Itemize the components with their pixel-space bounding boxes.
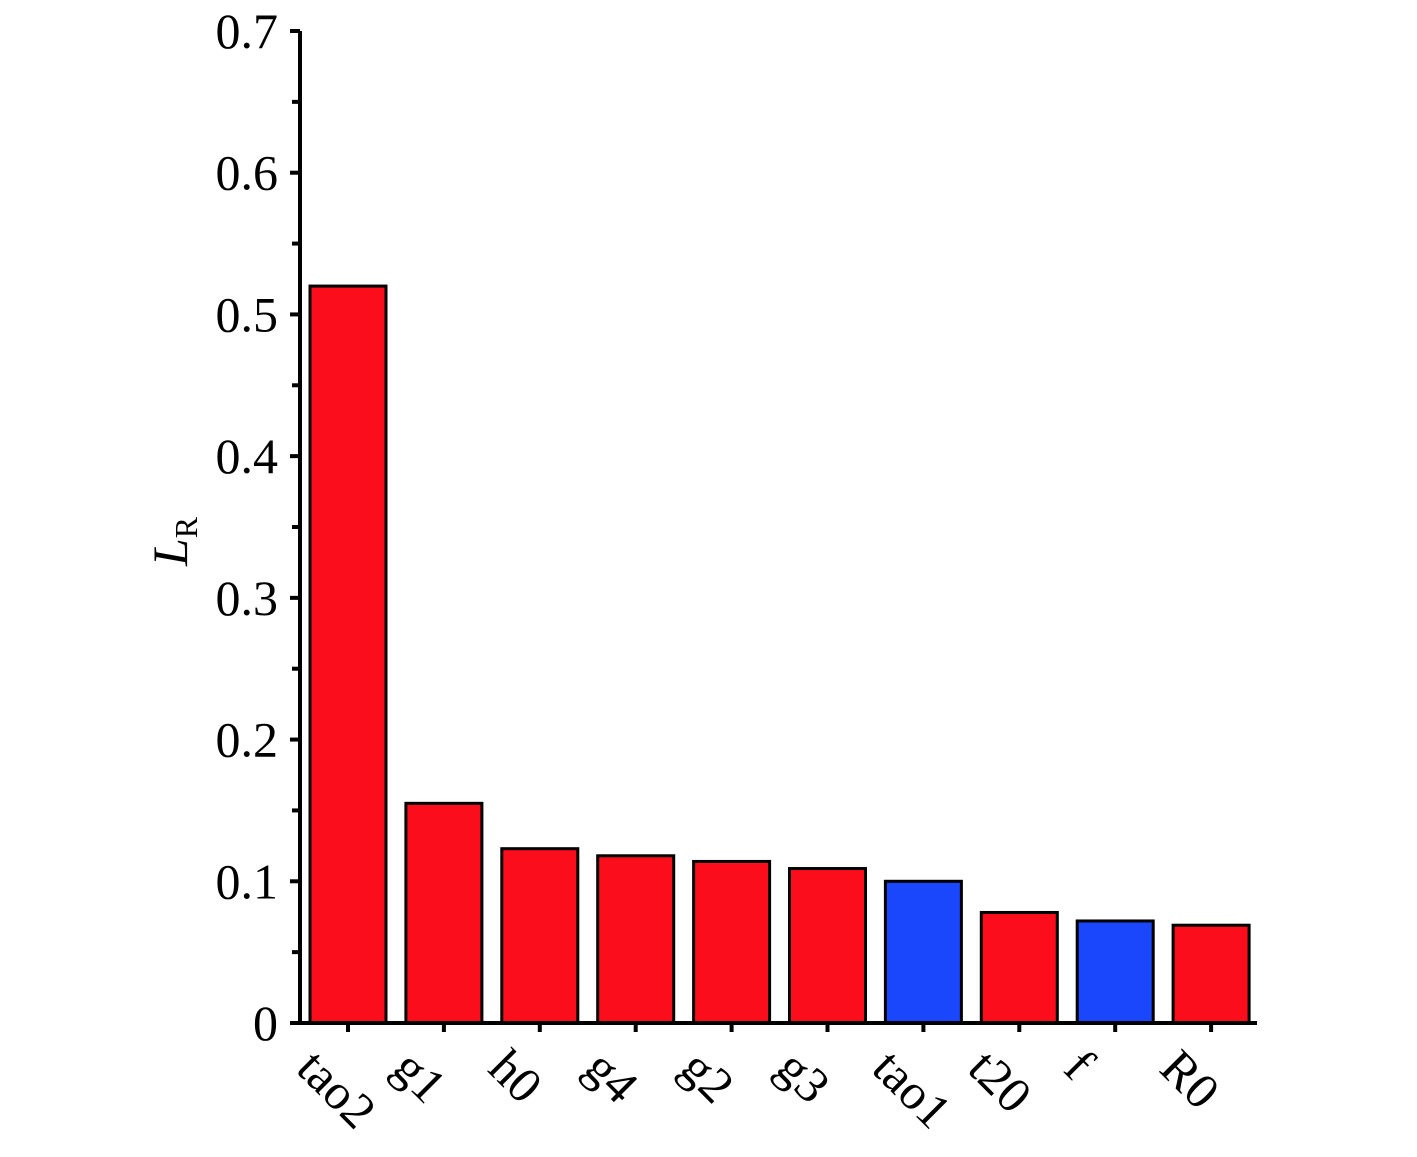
y-tick-label: 0.6 — [216, 145, 279, 201]
y-tick-label: 0.5 — [216, 286, 279, 342]
bar-g3 — [788, 867, 867, 1025]
y-axis-label-main: L — [142, 538, 198, 567]
x-tick-label-g1: g1 — [383, 1039, 458, 1114]
y-tick-label: 0.7 — [216, 3, 279, 59]
x-tick-label-f: f — [1054, 1039, 1106, 1091]
y-tick-label: 0.4 — [216, 428, 279, 484]
bar-t20 — [979, 910, 1059, 1025]
y-tick-label: 0.3 — [216, 570, 279, 626]
y-axis-ticks: 0 0.1 0.2 0.3 0.4 0.5 0.6 0.7 — [216, 3, 300, 1051]
bar-g2 — [692, 859, 772, 1025]
x-tick-label-g3: g3 — [766, 1039, 841, 1114]
x-tick-label-g2: g2 — [670, 1039, 745, 1114]
y-tick-label: 0.2 — [216, 712, 279, 768]
x-tick-label-tao1: tao1 — [862, 1039, 962, 1139]
x-tick-label-t20: t20 — [958, 1039, 1043, 1124]
bars — [308, 284, 1251, 1025]
y-axis-label: LR — [142, 516, 204, 567]
bar-tao2 — [308, 284, 388, 1025]
bar-R0 — [1171, 923, 1251, 1025]
x-tick-label-g4: g4 — [574, 1039, 649, 1114]
bar-h0 — [500, 847, 580, 1025]
bar-g1 — [404, 801, 484, 1025]
x-tick-label-R0: R0 — [1150, 1039, 1231, 1120]
bar-tao1 — [883, 879, 963, 1025]
bar-g4 — [596, 854, 676, 1025]
bar-f — [1075, 919, 1155, 1025]
x-tick-label-tao2: tao2 — [287, 1039, 387, 1139]
svg-text:LR: LR — [142, 516, 204, 567]
y-tick-label: 0 — [253, 995, 278, 1051]
y-tick-label: 0.1 — [216, 853, 279, 909]
x-tick-label-h0: h0 — [479, 1039, 554, 1114]
y-axis-label-subscript: R — [168, 516, 204, 538]
